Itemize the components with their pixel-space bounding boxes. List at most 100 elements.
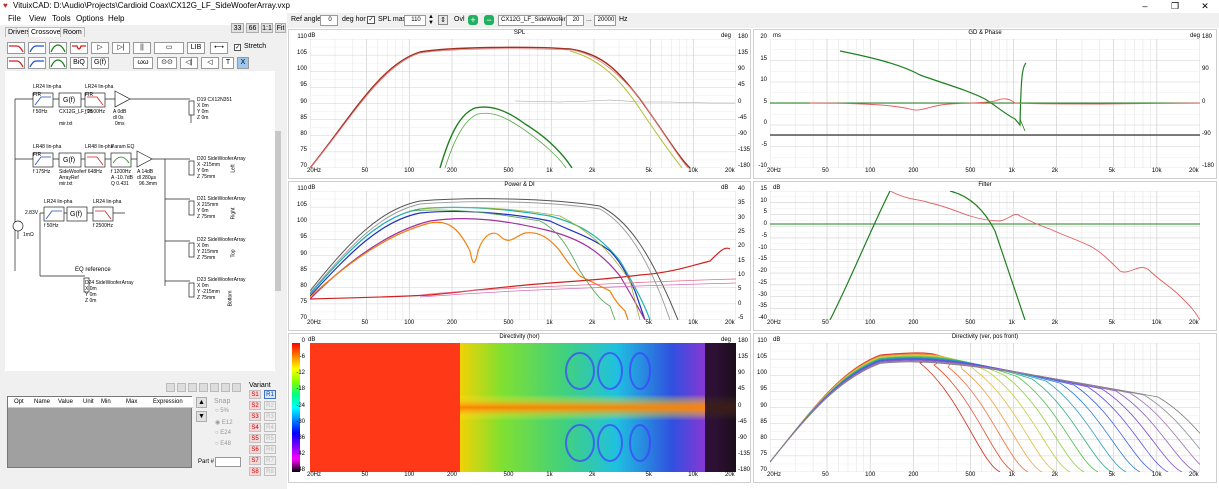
dir-hor-plot[interactable] [310, 343, 736, 472]
variant-s8-button[interactable]: S8 [249, 467, 261, 476]
block-label: Param EQ [111, 144, 135, 150]
amplifier-icon[interactable]: ▷ [91, 42, 109, 54]
gd-unit-left: ms [773, 33, 781, 39]
variant-s7-button[interactable]: S7 [249, 456, 261, 465]
stretch-checkbox[interactable]: ✓ [234, 44, 241, 51]
snap-option[interactable]: ◉ E12 [215, 420, 233, 426]
highpass-icon[interactable] [28, 42, 46, 54]
bandpass-icon[interactable] [49, 42, 67, 54]
variant-slot[interactable]: R4 [264, 423, 276, 432]
transformer-icon[interactable]: ⊙⊙ [157, 57, 177, 69]
library-icon[interactable]: LIB [187, 42, 205, 54]
variant-s1-button[interactable]: S1 [249, 390, 261, 399]
block-label: FIR [33, 92, 42, 98]
snap-option[interactable]: ○ E24 [215, 430, 231, 436]
driver-label: X 0m [85, 286, 97, 292]
ref-angle-input[interactable]: 0 [320, 15, 338, 26]
param-tool-button[interactable] [166, 383, 175, 392]
variant-slot[interactable]: R2 [264, 401, 276, 410]
spl-title: SPL [513, 30, 526, 36]
tab-room[interactable]: Room [60, 27, 85, 37]
highpass2-icon[interactable] [28, 57, 46, 69]
freq-to-input[interactable]: 20000 [594, 15, 616, 26]
maximize-button[interactable]: ❐ [1170, 1, 1180, 11]
gain-function-icon[interactable]: G(f) [91, 57, 109, 69]
text-icon[interactable]: T [222, 57, 234, 69]
buffer-icon[interactable]: ▷| [112, 42, 130, 54]
variant-slot[interactable]: R5 [264, 434, 276, 443]
scrollbar-thumb[interactable] [275, 131, 281, 291]
snap-option[interactable]: ○ 5% [215, 408, 229, 414]
spl-max-input[interactable]: 110 [404, 15, 426, 26]
variant-s3-button[interactable]: S3 [249, 412, 261, 421]
param-tool-button[interactable] [177, 383, 186, 392]
param-tool-button[interactable] [188, 383, 197, 392]
zoom-33-button[interactable]: 33 [231, 23, 244, 33]
crossover-schematic[interactable]: LR24 lin-pha G(f) LR24 lin-pha FIR FIR f… [5, 71, 275, 371]
param-tool-button[interactable] [210, 383, 219, 392]
param-tool-button[interactable] [199, 383, 208, 392]
menu-bar: File View Tools Options Help [0, 13, 287, 25]
schematic-wires [12, 90, 195, 298]
stretch-icon[interactable]: ⟷ [210, 42, 228, 54]
param-tool-button[interactable] [221, 383, 230, 392]
variant-s5-button[interactable]: S5 [249, 434, 261, 443]
zoom-66-button[interactable]: 66 [246, 23, 259, 33]
power-title: Power & DI [504, 182, 535, 188]
param-tool-button[interactable] [232, 383, 241, 392]
spl-plot[interactable] [310, 39, 736, 168]
delete-icon[interactable]: X [237, 57, 249, 69]
dir-ver-plot[interactable] [770, 343, 1200, 472]
notch-icon[interactable] [70, 42, 88, 54]
variant-slot[interactable]: R3 [264, 412, 276, 421]
variant-slot[interactable]: R6 [264, 445, 276, 454]
lowpass2-icon[interactable] [7, 57, 25, 69]
group-label: Left [230, 164, 237, 173]
filter-plot[interactable] [770, 191, 1200, 320]
menu-file[interactable]: File [8, 14, 21, 23]
menu-view[interactable]: View [29, 14, 47, 23]
part-number-input[interactable] [215, 457, 241, 467]
driver-icon[interactable]: ◁| [180, 57, 198, 69]
variant-r1-button[interactable]: R1 [264, 390, 276, 399]
menu-options[interactable]: Options [76, 14, 104, 23]
resistor-icon[interactable]: ▭ [154, 42, 184, 54]
filter-curve-hp [829, 191, 891, 320]
variant-slot[interactable]: R7 [264, 456, 276, 465]
lowpass-icon[interactable] [7, 42, 25, 54]
move-down-button[interactable]: ▼ [196, 411, 207, 422]
variant-s6-button[interactable]: S6 [249, 445, 261, 454]
add-overlay-icon[interactable]: + [468, 15, 478, 25]
close-button[interactable]: ✕ [1201, 1, 1209, 11]
inductor-icon[interactable]: ωω [133, 57, 153, 69]
block-label: f 50Hz [44, 223, 59, 229]
biquad-icon[interactable]: BiQ [70, 57, 88, 69]
power-plot[interactable] [310, 191, 736, 320]
zoom-fit-icon[interactable]: ⇕ [438, 15, 448, 25]
menu-help[interactable]: Help [108, 14, 125, 23]
speaker-icon[interactable]: ◁ [201, 57, 219, 69]
spl-max-checkbox[interactable]: ✓ [367, 16, 375, 24]
driver-select[interactable]: CX12G_LF_SideWoofer [498, 15, 566, 26]
bandpass2-icon[interactable] [49, 57, 67, 69]
variant-s2-button[interactable]: S2 [249, 401, 261, 410]
variant-s4-button[interactable]: S4 [249, 423, 261, 432]
spl-max-stepper-icon[interactable]: ▲ ▼ [428, 14, 434, 26]
minimize-button[interactable]: – [1142, 1, 1148, 11]
power-unit-left: dB [308, 185, 316, 191]
schematic-scrollbar[interactable] [275, 71, 281, 373]
gd-plot[interactable] [770, 39, 1200, 168]
variant-slot[interactable]: R8 [264, 467, 276, 476]
freq-from-input[interactable]: 20 [566, 15, 584, 26]
move-up-button[interactable]: ▲ [196, 397, 207, 408]
block-label: G(f) [63, 97, 76, 104]
zoom-1-1-button[interactable]: 1:1 [261, 23, 273, 33]
capacitor-icon[interactable]: || [133, 42, 151, 54]
remove-overlay-icon[interactable]: − [484, 15, 494, 25]
snap-option[interactable]: ○ E48 [215, 441, 231, 447]
component-palette: ▷ ▷| || ▭ LIB ⟷ ✓ Stretch BiQ G(f) ωω ⊙⊙… [7, 42, 277, 71]
zoom-fit-button[interactable]: Fit [275, 23, 286, 33]
graph-toolbar: Ref angle 0 deg hor ✓ SPL max 110 ▲ ▼ ⇕ O… [287, 13, 1219, 28]
menu-tools[interactable]: Tools [52, 14, 71, 23]
parameters-table[interactable]: Opt Name Value Unit Min Max Expression [7, 396, 193, 468]
